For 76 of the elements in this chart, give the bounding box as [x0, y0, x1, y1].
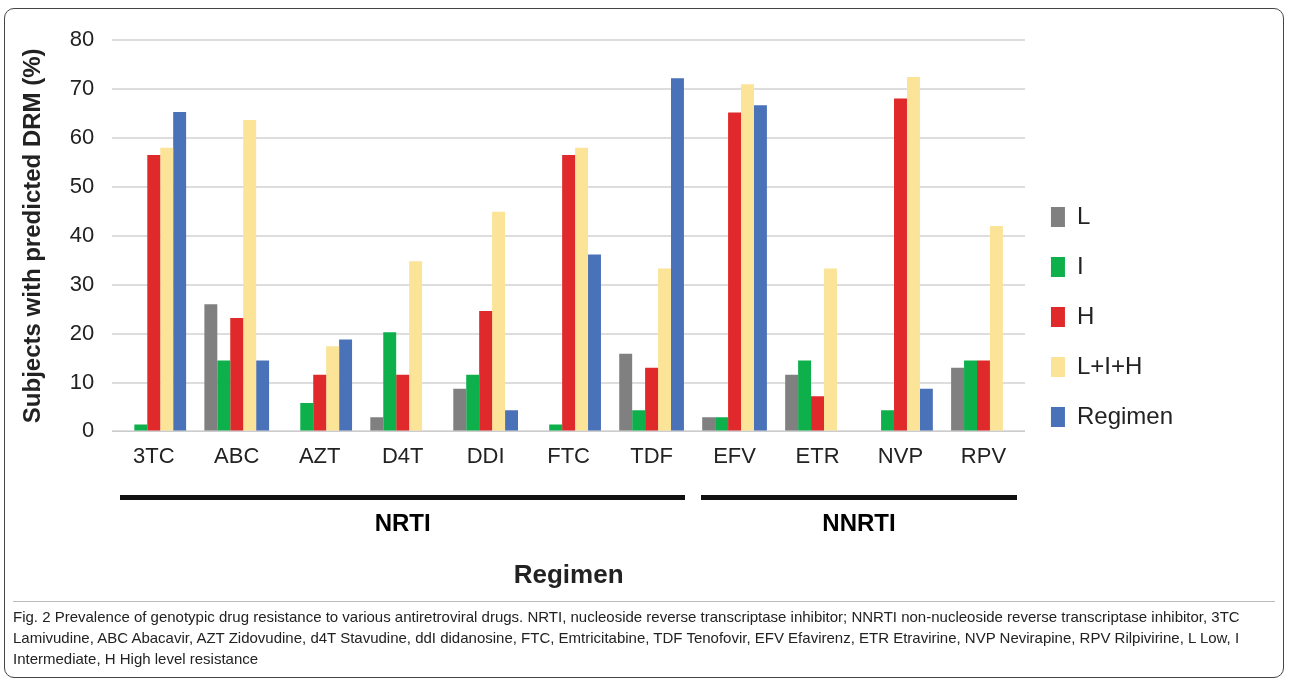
y-tick-label: 80 — [69, 26, 95, 52]
bar — [798, 360, 812, 431]
bar — [562, 155, 576, 431]
legend-label: Regimen — [1076, 401, 1173, 429]
bar — [256, 360, 270, 431]
bar — [977, 360, 990, 431]
x-tick-label: NVP — [877, 442, 924, 468]
x-tick-label: AZT — [298, 442, 341, 468]
bar — [492, 211, 506, 431]
x-tick-label: FTC — [547, 442, 591, 468]
bar — [453, 388, 467, 431]
bar — [326, 346, 340, 431]
bar — [313, 374, 327, 431]
bar — [147, 155, 161, 431]
x-tick-label: ETR — [795, 442, 840, 468]
y-tick-label: 70 — [69, 75, 95, 101]
bar — [658, 268, 671, 431]
bar — [919, 388, 933, 431]
bar — [300, 403, 314, 431]
bar — [881, 410, 895, 431]
bar — [479, 311, 493, 431]
bar — [505, 410, 518, 431]
x-tick-label: D4T — [381, 442, 424, 468]
bar — [728, 112, 742, 431]
bar — [645, 367, 659, 431]
x-tick-label: DDI — [466, 442, 505, 468]
bar — [383, 332, 397, 431]
bar — [632, 410, 646, 431]
bar — [230, 317, 244, 431]
y-tick-label: 50 — [69, 172, 95, 198]
text: NNRTI — [821, 509, 897, 538]
bar — [753, 105, 767, 431]
bar — [811, 396, 824, 431]
bar — [409, 261, 423, 431]
y-tick-label: 0 — [82, 417, 95, 443]
bar — [173, 112, 187, 431]
bar — [671, 78, 684, 431]
x-tick-label: EFV — [713, 442, 757, 468]
y-tick-label: 30 — [69, 270, 95, 296]
bar — [588, 254, 601, 431]
bar — [339, 339, 353, 431]
x-tick-label: 3TC — [132, 442, 175, 468]
legend-label: L — [1076, 201, 1091, 229]
y-tick-label: 40 — [69, 221, 95, 247]
x-tick-label: TDF — [630, 442, 673, 468]
bar — [906, 76, 920, 431]
y-tick-label: 60 — [69, 124, 95, 150]
bar — [370, 417, 384, 431]
bar — [741, 84, 754, 431]
bar — [217, 360, 231, 431]
bar — [951, 367, 965, 431]
x-axis-title: Regimen — [513, 558, 624, 589]
bar — [894, 98, 907, 431]
bar — [989, 226, 1003, 431]
bar — [824, 268, 837, 431]
bar — [204, 304, 218, 431]
bar — [160, 147, 174, 431]
x-tick-label: ABC — [214, 442, 260, 468]
legend-label: I — [1076, 251, 1084, 279]
bar — [396, 374, 410, 431]
bar — [702, 417, 716, 431]
legend-label: H — [1076, 301, 1095, 329]
bar — [243, 119, 257, 431]
caption: Fig. 2 Prevalence of genotypic drug resistance to various antiretroviral drugs. NRTI, nucleoside reverse transcriptase inhibitor; NNRTI non-nucleoside reverse transcriptase inhibitor, 3TC Lamivudine, ABC Abacavir, AZT Zidovudine, d4T Stavudine, ddI didanosine, FTC, Emtricitabine, TDF Tenofovir, EFV Efavirenz, ETR Etravirine, NVP Nevirapine, RPV Rilpivirine, L Low, I Intermediate, H High level resistance — [13, 601, 1275, 669]
bar — [785, 374, 799, 431]
bar — [466, 374, 480, 431]
bar — [619, 353, 633, 431]
legend-label: L+I+H — [1076, 351, 1143, 379]
bar — [715, 417, 729, 431]
y-axis-title: Subjects with predicted DRM (%) — [18, 48, 46, 424]
bar — [575, 147, 589, 431]
y-tick-label: 20 — [69, 319, 95, 345]
bar — [964, 360, 977, 431]
y-tick-label: 10 — [69, 368, 95, 394]
x-tick-label: RPV — [960, 442, 1007, 468]
text: NRTI — [373, 509, 432, 538]
